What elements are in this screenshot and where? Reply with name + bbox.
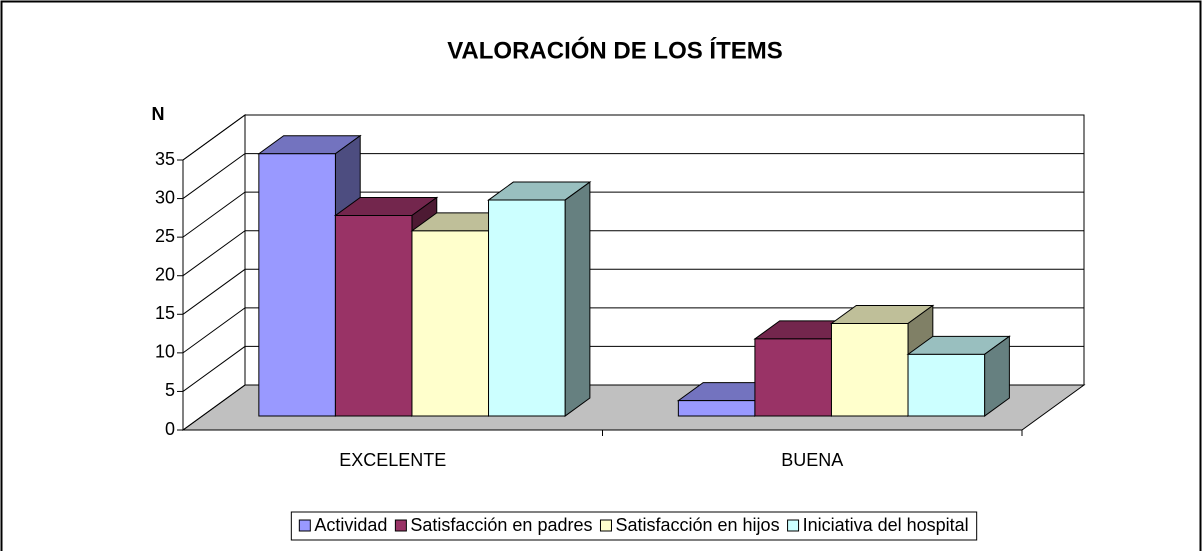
- bar-front: [677, 400, 756, 417]
- grid-line: [182, 268, 1084, 315]
- x-tick-label: BUENA: [781, 450, 843, 470]
- chart-title: VALORACIÓN DE LOS ÍTEMS: [447, 36, 783, 64]
- side-wall: [182, 114, 246, 431]
- legend-swatch: [394, 519, 407, 532]
- grid-line: [182, 191, 1084, 238]
- legend-label: Actividad: [314, 515, 387, 535]
- y-tick-label: 35: [155, 149, 175, 169]
- y-tick-label: 5: [165, 380, 175, 400]
- legend-swatch: [599, 519, 612, 532]
- y-tick-label: 30: [155, 187, 175, 207]
- legend-label: Iniciativa del hospital: [803, 515, 969, 535]
- bar: [486, 181, 592, 418]
- grid-line: [182, 153, 1084, 199]
- bar-front: [488, 199, 566, 417]
- grid-line: [182, 114, 1084, 161]
- legend-swatch: [298, 519, 311, 532]
- bar-side: [564, 181, 591, 418]
- y-tick-label: 10: [155, 342, 175, 362]
- y-tick-label: 20: [155, 264, 175, 284]
- legend: Actividad Satisfacción en padres Satisfacc…: [290, 511, 978, 541]
- legend-label: Satisfacción en padres: [410, 515, 592, 535]
- grid-line: [182, 230, 1084, 277]
- bar-front: [411, 230, 490, 417]
- bar-front: [754, 338, 832, 417]
- legend-label: Satisfacción en hijos: [615, 515, 779, 535]
- y-tick-label: 25: [155, 226, 175, 246]
- bar: [829, 304, 935, 418]
- bar-front: [830, 322, 909, 417]
- y-tick-label: 0: [165, 419, 175, 439]
- bar-front: [907, 353, 986, 417]
- bar-front: [258, 153, 336, 417]
- y-axis-label: N: [152, 104, 165, 124]
- bar: [906, 335, 1011, 418]
- legend-swatch: [787, 519, 800, 532]
- grid-line: [182, 307, 1084, 354]
- x-tick-label: EXCELENTE: [339, 450, 446, 470]
- bar-front: [334, 214, 413, 417]
- y-tick-label: 15: [155, 303, 175, 323]
